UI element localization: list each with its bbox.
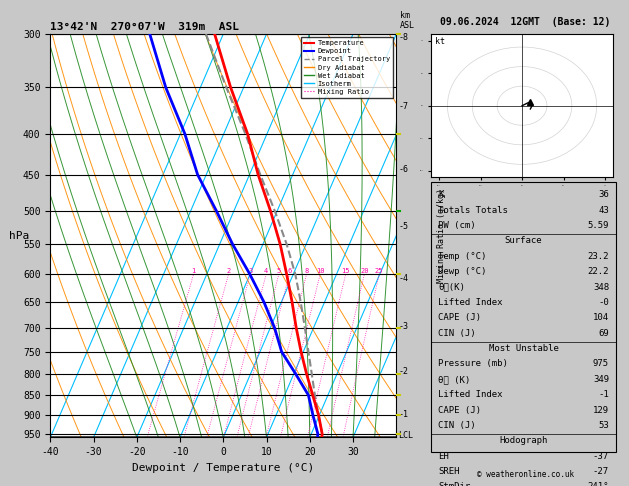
- Text: -1: -1: [398, 410, 408, 419]
- Text: Lifted Index: Lifted Index: [438, 390, 503, 399]
- Text: 5: 5: [277, 268, 281, 275]
- Text: Dewp (°C): Dewp (°C): [438, 267, 487, 276]
- Text: Totals Totals: Totals Totals: [438, 206, 508, 215]
- Text: Most Unstable: Most Unstable: [489, 344, 559, 353]
- Text: 104: 104: [593, 313, 609, 322]
- Text: 241°: 241°: [587, 483, 609, 486]
- Text: CIN (J): CIN (J): [438, 329, 476, 338]
- Text: -8: -8: [398, 33, 408, 42]
- Text: -1: -1: [598, 390, 609, 399]
- Text: StmDir: StmDir: [438, 483, 470, 486]
- X-axis label: Dewpoint / Temperature (°C): Dewpoint / Temperature (°C): [132, 463, 314, 473]
- Text: 09.06.2024  12GMT  (Base: 12): 09.06.2024 12GMT (Base: 12): [440, 17, 610, 27]
- Text: 3: 3: [248, 268, 252, 275]
- Text: θᴄ(K): θᴄ(K): [438, 282, 465, 292]
- Text: -0: -0: [598, 298, 609, 307]
- Text: -37: -37: [593, 451, 609, 461]
- Text: kt: kt: [435, 37, 445, 46]
- Text: SREH: SREH: [438, 467, 460, 476]
- Text: 2: 2: [226, 268, 231, 275]
- Text: Mixing Ratio (g/kg): Mixing Ratio (g/kg): [437, 188, 446, 283]
- Text: K: K: [438, 191, 443, 199]
- Text: -27: -27: [593, 467, 609, 476]
- Text: -4: -4: [398, 274, 408, 283]
- Text: 20: 20: [360, 268, 369, 275]
- Text: 53: 53: [598, 421, 609, 430]
- Text: 22.2: 22.2: [587, 267, 609, 276]
- Text: 25: 25: [375, 268, 383, 275]
- Text: 36: 36: [598, 191, 609, 199]
- Text: -3: -3: [398, 322, 408, 331]
- Text: 69: 69: [598, 329, 609, 338]
- Text: 15: 15: [342, 268, 350, 275]
- Text: 13°42'N  270°07'W  319m  ASL: 13°42'N 270°07'W 319m ASL: [50, 22, 239, 32]
- Text: 43: 43: [598, 206, 609, 215]
- Text: -7: -7: [398, 102, 408, 111]
- Text: km
ASL: km ASL: [400, 11, 415, 30]
- Text: Hodograph: Hodograph: [499, 436, 548, 445]
- Text: CAPE (J): CAPE (J): [438, 406, 481, 415]
- Text: CIN (J): CIN (J): [438, 421, 476, 430]
- Text: Temp (°C): Temp (°C): [438, 252, 487, 261]
- Text: 1: 1: [191, 268, 196, 275]
- Text: PW (cm): PW (cm): [438, 221, 476, 230]
- Text: 5.59: 5.59: [587, 221, 609, 230]
- Text: 4: 4: [264, 268, 268, 275]
- Text: -2: -2: [398, 367, 408, 377]
- Text: -5: -5: [398, 222, 408, 231]
- Text: 10: 10: [316, 268, 325, 275]
- Text: Surface: Surface: [505, 237, 542, 245]
- Text: -6: -6: [398, 165, 408, 174]
- Text: 348: 348: [593, 282, 609, 292]
- Text: hPa: hPa: [9, 231, 30, 241]
- Text: CAPE (J): CAPE (J): [438, 313, 481, 322]
- Text: 6: 6: [287, 268, 291, 275]
- Text: EH: EH: [438, 451, 449, 461]
- Text: 349: 349: [593, 375, 609, 384]
- Text: 975: 975: [593, 360, 609, 368]
- Text: © weatheronline.co.uk: © weatheronline.co.uk: [477, 469, 574, 479]
- Text: Pressure (mb): Pressure (mb): [438, 360, 508, 368]
- Text: θᴄ (K): θᴄ (K): [438, 375, 470, 384]
- Legend: Temperature, Dewpoint, Parcel Trajectory, Dry Adiabat, Wet Adiabat, Isotherm, Mi: Temperature, Dewpoint, Parcel Trajectory…: [301, 37, 392, 98]
- Text: 8: 8: [304, 268, 309, 275]
- Text: Lifted Index: Lifted Index: [438, 298, 503, 307]
- Text: 129: 129: [593, 406, 609, 415]
- Text: LCL: LCL: [398, 431, 413, 440]
- Text: 23.2: 23.2: [587, 252, 609, 261]
